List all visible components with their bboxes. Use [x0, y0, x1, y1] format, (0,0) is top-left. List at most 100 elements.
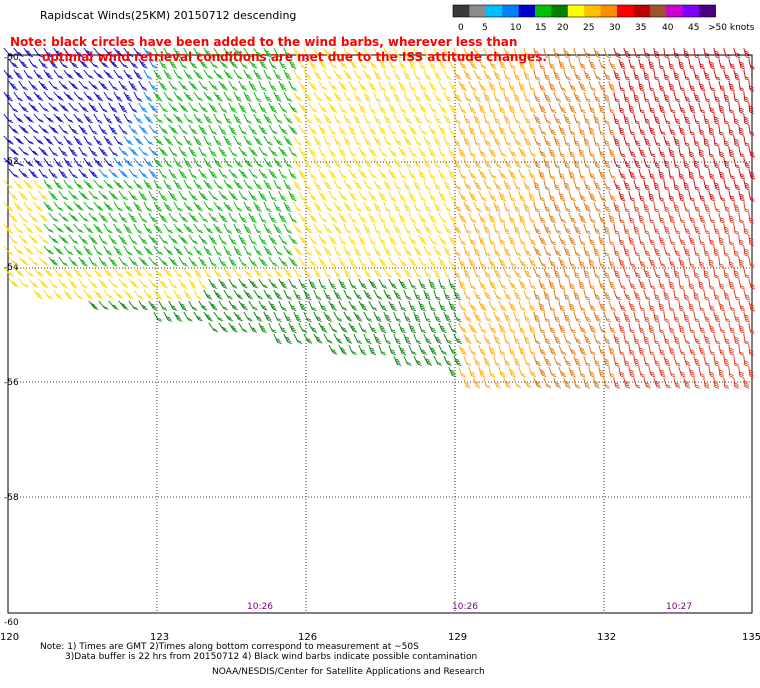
wind-barb	[338, 190, 348, 201]
wind-barb	[608, 168, 616, 180]
wind-barb	[288, 102, 298, 113]
wind-barb	[533, 333, 541, 345]
wind-barb	[608, 80, 616, 92]
wind-barb	[198, 102, 208, 113]
wind-barb	[128, 58, 138, 69]
wind-barb	[283, 223, 293, 234]
wind-barb	[153, 267, 164, 278]
wind-barb	[553, 113, 562, 125]
wind-barb	[558, 256, 566, 268]
wind-barb	[623, 289, 631, 301]
wind-barb	[548, 278, 556, 290]
wind-barb	[693, 333, 701, 345]
wind-barb	[643, 179, 650, 191]
wind-barb	[303, 267, 312, 278]
wind-barb	[163, 179, 173, 190]
wind-barb	[138, 234, 148, 245]
wind-barb	[698, 146, 705, 158]
wind-barb	[38, 168, 48, 179]
wind-barb	[458, 58, 467, 70]
wind-barb	[78, 102, 89, 113]
wind-barb	[683, 179, 690, 191]
wind-barb	[488, 102, 496, 114]
wind-barb	[678, 256, 686, 268]
wind-barb	[523, 289, 531, 301]
wind-barb	[333, 311, 343, 322]
wind-barb	[653, 113, 661, 125]
wind-barb	[223, 135, 232, 146]
wind-barb	[148, 212, 158, 223]
wind-barb	[383, 91, 391, 103]
wind-barb	[743, 311, 750, 323]
wind-barb	[668, 234, 676, 246]
wind-barb	[273, 267, 283, 278]
wind-barb	[373, 69, 382, 81]
wind-barb	[708, 190, 716, 202]
wind-barb	[603, 267, 611, 279]
wind-barb	[8, 58, 19, 69]
wind-barb	[323, 179, 332, 190]
wind-barb	[73, 223, 84, 233]
wind-barb	[398, 80, 406, 92]
wind-barb	[313, 311, 322, 322]
wind-barb	[543, 267, 551, 279]
wind-barb	[3, 135, 14, 145]
wind-barb	[293, 69, 302, 81]
wind-barb	[123, 179, 134, 190]
wind-barb	[268, 80, 277, 92]
wind-barb	[203, 267, 212, 278]
wind-barb	[533, 245, 542, 257]
wind-barb	[473, 355, 481, 367]
wind-barb	[513, 157, 522, 169]
wind-barb	[358, 124, 367, 136]
wind-barb	[588, 300, 596, 312]
wind-barb	[603, 355, 610, 367]
wind-barb	[723, 311, 731, 323]
wind-barb	[383, 179, 392, 191]
wind-barb	[418, 322, 427, 334]
wind-barb	[713, 311, 721, 323]
wind-barb	[728, 256, 735, 268]
wind-barb	[148, 190, 158, 201]
wind-barb	[523, 135, 532, 147]
wind-barb	[713, 333, 721, 345]
legend-swatch	[551, 5, 569, 17]
wind-barb	[303, 201, 313, 212]
wind-barb	[43, 47, 53, 58]
wind-barb	[103, 201, 114, 212]
wind-barb	[363, 179, 373, 190]
wind-barb	[608, 58, 616, 70]
wind-barb	[598, 278, 606, 290]
longitude-label: 123	[150, 632, 169, 643]
wind-barb	[388, 190, 397, 202]
wind-barb	[368, 58, 378, 69]
wind-barb	[253, 311, 263, 322]
wind-barb	[553, 223, 562, 235]
wind-barb	[713, 289, 720, 301]
wind-barb	[118, 234, 128, 245]
wind-barb	[103, 69, 114, 80]
wind-barb	[158, 102, 169, 113]
wind-barb	[308, 256, 318, 267]
wind-barb	[63, 289, 73, 300]
wind-barb	[433, 223, 442, 234]
wind-barbs	[3, 47, 756, 389]
wind-barb	[653, 179, 660, 191]
wind-barb	[453, 267, 461, 279]
wind-barb	[683, 289, 690, 301]
wind-barb	[623, 157, 631, 169]
wind-barb	[168, 168, 178, 179]
wind-barb	[653, 333, 660, 345]
wind-barb	[373, 245, 382, 257]
wind-barb	[113, 47, 124, 57]
wind-barb	[603, 47, 612, 59]
wind-barb	[318, 168, 327, 180]
wind-barb	[683, 201, 691, 213]
wind-barb	[413, 289, 422, 301]
wind-barb	[353, 179, 363, 190]
wind-barb	[713, 47, 721, 59]
wind-barb	[713, 135, 720, 147]
wind-barb	[528, 234, 537, 246]
wind-barb	[263, 157, 273, 168]
wind-barb	[438, 278, 446, 290]
